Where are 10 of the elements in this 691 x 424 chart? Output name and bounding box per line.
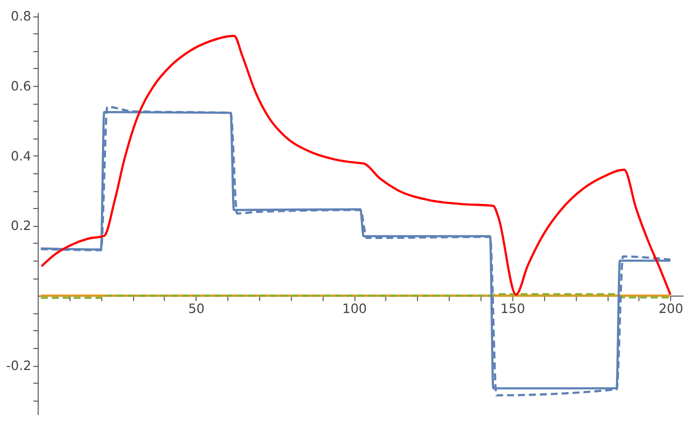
x-tick-label: 150 (500, 302, 526, 318)
y-tick-label: 0.8 (10, 9, 32, 24)
x-tick-label: 50 (188, 302, 205, 318)
y-tick-label: 0.6 (10, 79, 32, 94)
y-tick-label: 0.2 (10, 219, 32, 234)
line-series (40, 34, 672, 296)
y-tick-label: -0.2 (6, 359, 32, 374)
x-tick-label: 200 (658, 302, 684, 318)
x-tick-label: 100 (342, 302, 367, 318)
y-tick-label: 0.4 (10, 149, 32, 164)
